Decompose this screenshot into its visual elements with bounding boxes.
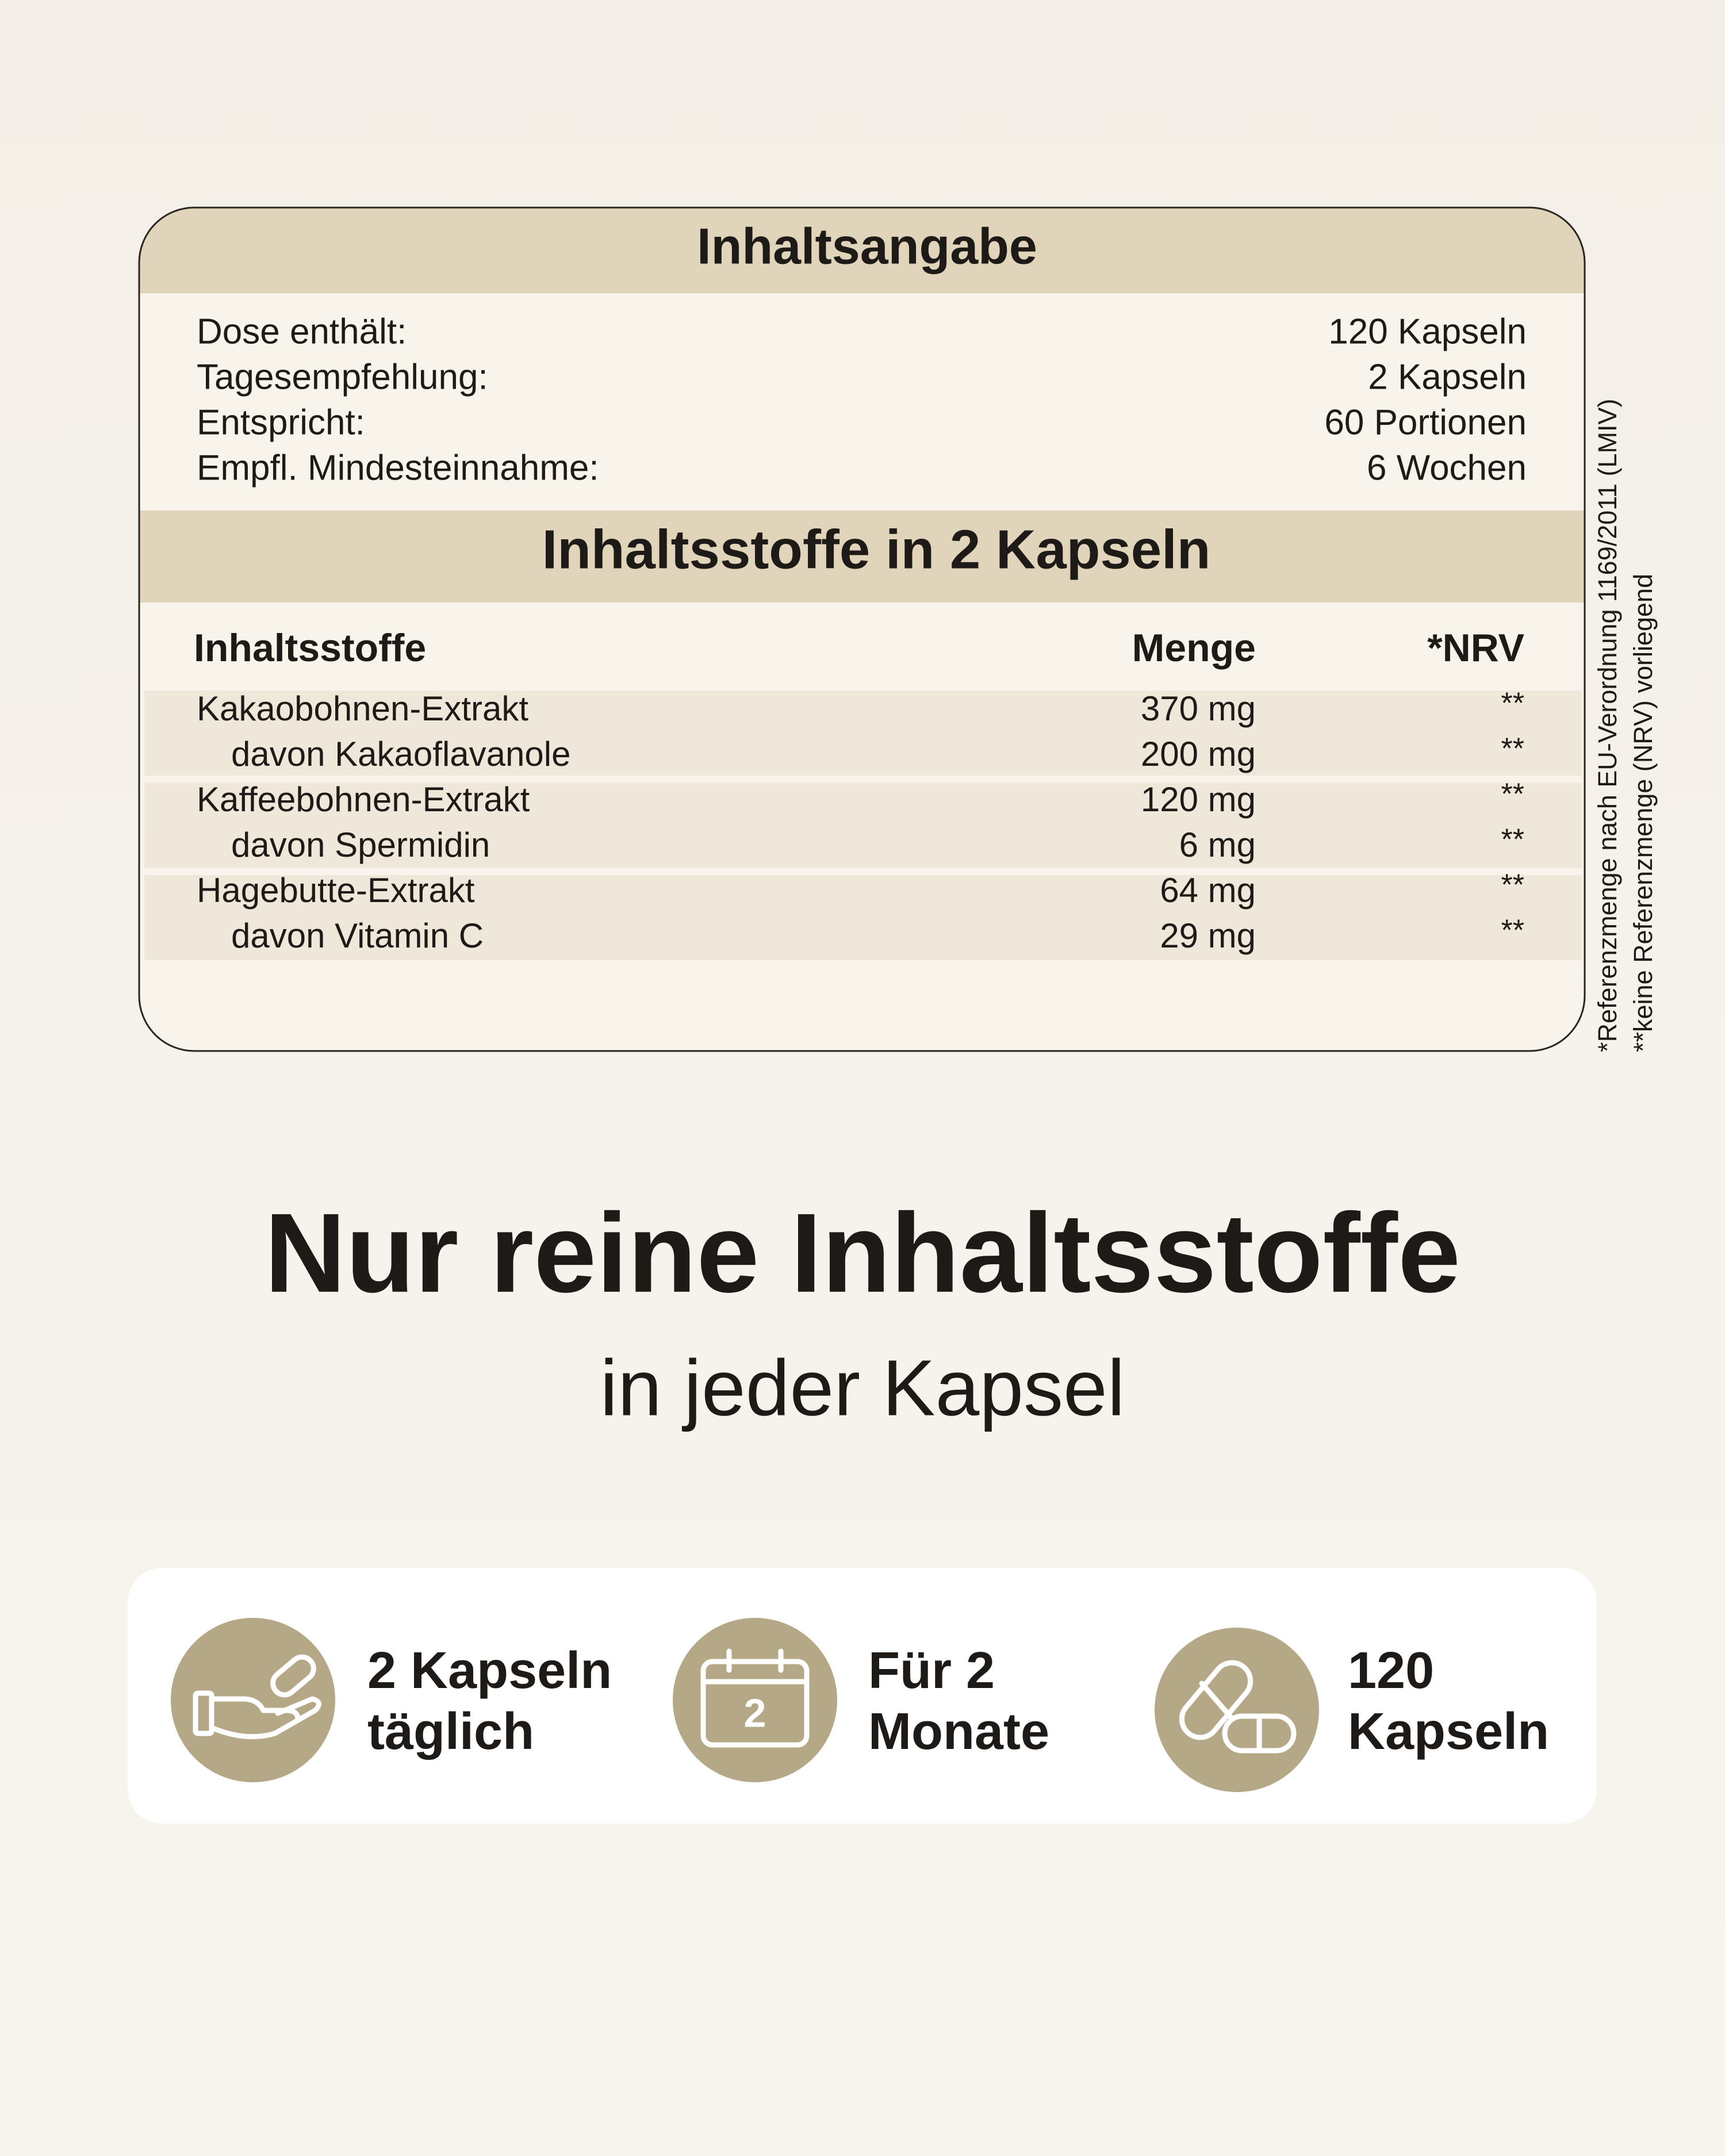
- subheadline: in jeder Kapsel: [600, 1344, 1125, 1432]
- feature-text: Für 2: [868, 1642, 995, 1700]
- summary-label: Empfl. Mindesteinnahme:: [197, 448, 599, 488]
- feature-text: Kapseln: [1348, 1703, 1549, 1760]
- summary-label: Tagesempfehlung:: [197, 357, 488, 397]
- ingredient-amount: 6 mg: [1179, 826, 1256, 864]
- ingredient-name: Kakaobohnen-Extrakt: [197, 689, 528, 728]
- column-header: Menge: [1132, 626, 1256, 670]
- feature-text: Monate: [868, 1703, 1049, 1760]
- footnote: *Referenzmenge nach EU-Verordnung 1169/2…: [1593, 398, 1622, 1052]
- ingredient-amount: 200 mg: [1141, 735, 1256, 773]
- card-border: [138, 206, 1586, 1052]
- ingredient-name: Kaffeebohnen-Extrakt: [197, 780, 530, 819]
- header-band: [139, 511, 1585, 603]
- row-band: [144, 875, 1582, 960]
- section-title: Inhaltsstoffe in 2 Kapseln: [542, 519, 1211, 580]
- summary-value: 60 Portionen: [1324, 402, 1527, 442]
- feature-icons: [171, 1618, 1319, 1792]
- ingredient-amount: 120 mg: [1141, 780, 1256, 819]
- summary-label: Entspricht:: [197, 402, 365, 442]
- ingredient-nrv: **: [1501, 732, 1524, 766]
- summary-value: 120 Kapseln: [1328, 312, 1527, 351]
- column-header: Inhaltsstoffe: [194, 626, 426, 670]
- footnote: **keine Referenzmenge (NRV) vorliegend: [1628, 574, 1658, 1052]
- ingredient-nrv: **: [1501, 823, 1524, 857]
- ingredient-nrv: **: [1501, 869, 1524, 902]
- row-band: [144, 690, 1582, 776]
- section-title: Inhaltsangabe: [697, 217, 1037, 274]
- headline: Nur reine Inhaltsstoffe: [264, 1190, 1460, 1316]
- summary-value: 6 Wochen: [1367, 448, 1527, 488]
- calendar-icon: [700, 1648, 810, 1748]
- calendar-label: 2: [744, 1690, 766, 1735]
- ingredient-amount: 370 mg: [1141, 689, 1256, 728]
- ingredient-name: davon Kakaoflavanole: [231, 735, 570, 773]
- column-header: *NRV: [1427, 626, 1524, 670]
- feature-text: 120: [1348, 1642, 1434, 1700]
- ingredient-amount: 64 mg: [1160, 871, 1256, 910]
- ingredient-name: davon Vitamin C: [231, 916, 484, 955]
- ingredient-nrv: **: [1501, 914, 1524, 947]
- ingredient-name: davon Spermidin: [231, 826, 490, 864]
- summary-label: Dose enthält:: [197, 312, 407, 351]
- header-band: [139, 208, 1585, 293]
- ingredient-amount: 29 mg: [1160, 916, 1256, 955]
- icon-circle: [1155, 1628, 1319, 1792]
- feature-text: täglich: [367, 1703, 534, 1760]
- hand-icon: [193, 1654, 321, 1740]
- feature-text: 2 Kapseln: [367, 1642, 612, 1700]
- summary-value: 2 Kapseln: [1368, 357, 1527, 397]
- ingredient-name: Hagebutte-Extrakt: [197, 871, 475, 910]
- ingredient-nrv: **: [1501, 687, 1524, 720]
- capsules-icon: [1179, 1660, 1297, 1754]
- ingredient-nrv: **: [1501, 778, 1524, 811]
- row-band: [144, 782, 1582, 868]
